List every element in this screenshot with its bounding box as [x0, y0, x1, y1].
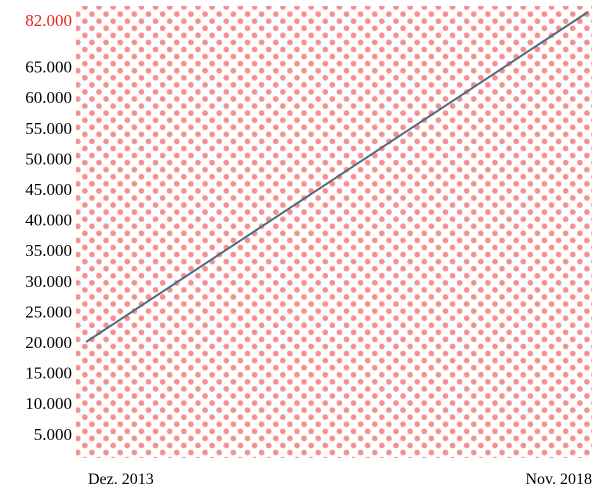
y-tick-label: 20.000: [25, 333, 72, 352]
y-highlight-label: 82.000: [25, 11, 72, 30]
y-axis-ticks: 5.000 10.000 15.000 20.000 25.000 30.000 35.00…: [25, 11, 72, 444]
y-tick-label: 65.000: [25, 58, 72, 77]
x-tick-label-start: Dez. 2013: [88, 471, 154, 488]
y-tick-label: 45.000: [25, 180, 72, 199]
y-tick-label: 50.000: [25, 149, 72, 168]
plot-area-halftone: [76, 6, 592, 458]
y-tick-label: 40.000: [25, 211, 72, 230]
y-tick-label: 55.000: [25, 119, 72, 138]
y-tick-label: 30.000: [25, 272, 72, 291]
y-tick-label: 25.000: [25, 302, 72, 321]
y-tick-label: 5.000: [34, 425, 72, 444]
y-tick-label: 60.000: [25, 88, 72, 107]
y-tick-label: 10.000: [25, 394, 72, 413]
y-tick-label: 15.000: [25, 364, 72, 383]
x-tick-label-end: Nov. 2018: [525, 471, 592, 488]
series-line: [85, 11, 589, 343]
series-lines: [85, 11, 589, 343]
x-axis-ticks: Dez. 2013 Nov. 2018: [88, 471, 592, 488]
y-tick-label: 35.000: [25, 241, 72, 260]
